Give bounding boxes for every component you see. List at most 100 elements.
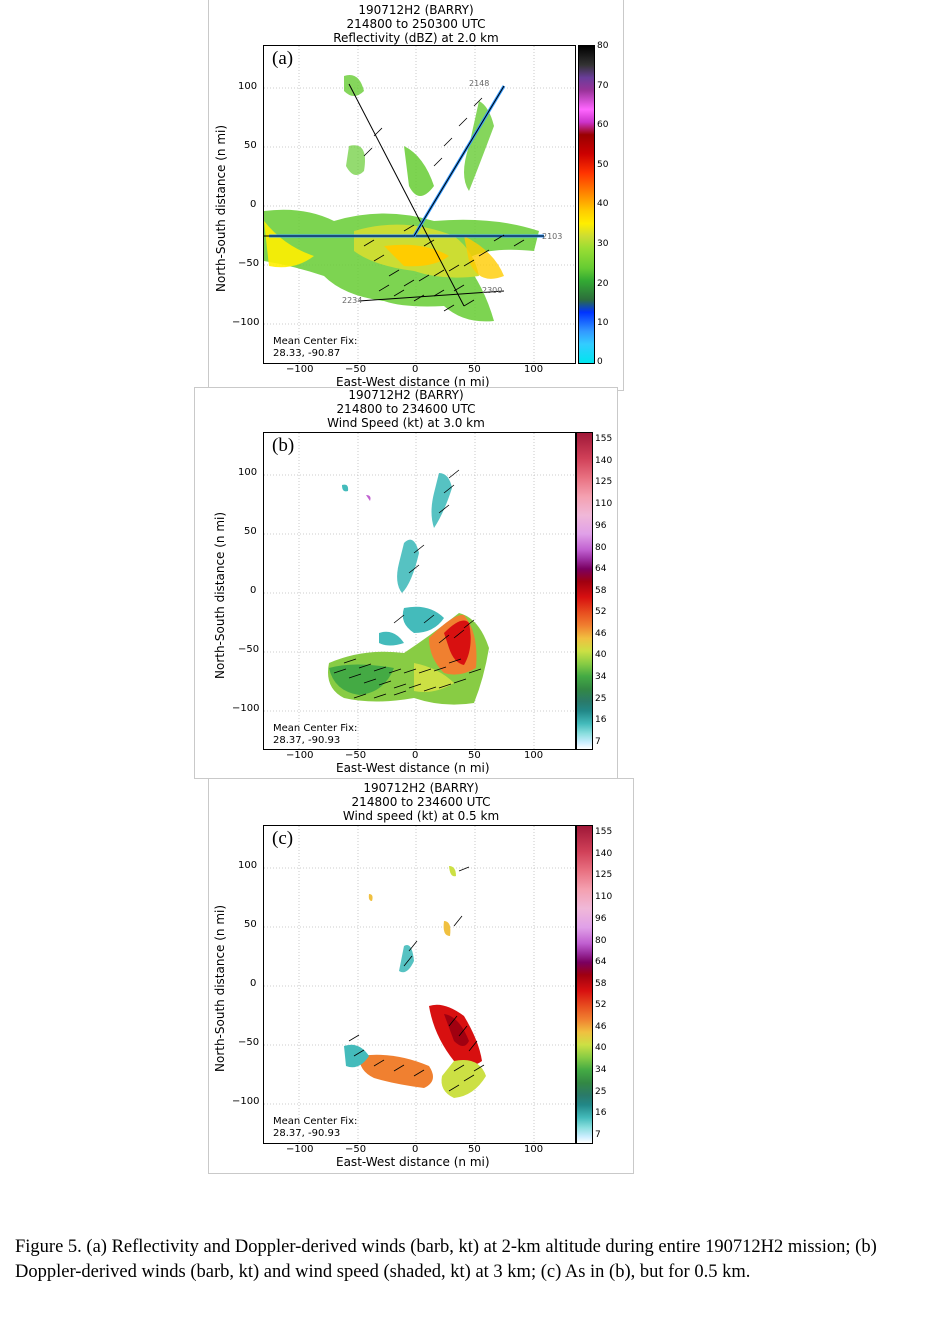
panel-b-title-3: Wind Speed (kt) at 3.0 km [327, 416, 485, 430]
panel-a-track-label: 2300 [482, 286, 503, 295]
panel-a-ylabel: North-South distance (n mi) [214, 124, 228, 292]
panel-c-colorbar-tick: 46 [595, 1022, 607, 1032]
panel-c-colorbar-tick: 25 [595, 1087, 607, 1097]
panel-a-track-label: 2103 [542, 232, 563, 241]
panel-b-xtick: 100 [524, 750, 544, 761]
panel-c-xtick: −50 [345, 1144, 367, 1155]
panel-a-ytick: −100 [232, 317, 260, 328]
panel-c-ylabel: North-South distance (n mi) [213, 904, 227, 1072]
panel-a-plot-area: (a) 2148 2103 2234 2300 Mean Center Fix:… [263, 45, 576, 364]
panel-c-colorbar-tick: 58 [595, 979, 607, 989]
panel-b-colorbar-tick: 80 [595, 543, 607, 553]
panel-b-ytick: −50 [238, 644, 260, 655]
panel-a-ytick: −50 [238, 258, 260, 269]
panel-a-ytick: 100 [238, 81, 258, 92]
panel-b-colorbar-tick: 46 [595, 629, 607, 639]
panel-a-xtick: 50 [468, 364, 481, 375]
panel-c-xtick: −100 [286, 1144, 314, 1155]
panel-c-ytick: −50 [238, 1037, 260, 1048]
panel-c-title-2: 214800 to 234600 UTC [351, 795, 491, 809]
panel-b-colorbar-tick: 155 [595, 434, 613, 444]
panel-b-xtick: 0 [412, 750, 419, 761]
panel-b-xtick: −50 [345, 750, 367, 761]
panel-c-colorbar-tick: 155 [595, 827, 613, 837]
panel-a-ytick: 50 [244, 140, 257, 151]
panel-b-colorbar-tick: 34 [595, 672, 607, 682]
panel-c-colorbar-tick: 16 [595, 1108, 607, 1118]
panel-b-center-fix-label: Mean Center Fix: [273, 723, 358, 734]
panel-b-title-2: 214800 to 234600 UTC [336, 402, 476, 416]
panel-b-colorbar-tick: 16 [595, 715, 607, 725]
panel-c-center-fix-label: Mean Center Fix: [273, 1116, 358, 1127]
panel-b-colorbar-tick: 140 [595, 456, 613, 466]
panel-a-center-fix-label: Mean Center Fix: [273, 336, 358, 347]
panel-b-colorbar-tick: 96 [595, 521, 607, 531]
panel-c-colorbar-tick: 7 [595, 1130, 601, 1140]
panel-a-xtick: 100 [524, 364, 544, 375]
panel-b-center-fix-value: 28.37, -90.93 [273, 735, 341, 746]
panel-c-ytick: 0 [250, 978, 257, 989]
panel-a-colorbar-tick: 20 [597, 279, 609, 289]
panel-c: 190712H2 (BARRY) 214800 to 234600 UTC Wi… [208, 778, 634, 1174]
panel-c-title-3: Wind speed (kt) at 0.5 km [342, 809, 500, 823]
panel-c-colorbar-tick: 64 [595, 957, 607, 967]
panel-a-colorbar-tick: 10 [597, 318, 609, 328]
panel-c-colorbar-tick: 96 [595, 914, 607, 924]
panel-c-colorbar-tick: 125 [595, 870, 613, 880]
panel-b: 190712H2 (BARRY) 214800 to 234600 UTC Wi… [194, 387, 618, 779]
panel-c-title-1: 190712H2 (BARRY) [363, 781, 479, 795]
panel-b-xtick: 50 [468, 750, 481, 761]
panel-b-ytick: 100 [238, 467, 258, 478]
panel-b-colorbar-tick: 58 [595, 586, 607, 596]
panel-b-xlabel: East-West distance (n mi) [336, 761, 490, 775]
panel-a-letter: (a) [272, 48, 294, 69]
panel-a-track-label: 2148 [469, 79, 490, 88]
panel-a-xlabel: East-West distance (n mi) [336, 375, 490, 389]
panel-c-wind-speed-field [264, 826, 575, 1143]
panel-c-colorbar-tick: 52 [595, 1000, 607, 1010]
panel-a-colorbar-tick: 70 [597, 81, 609, 91]
panel-c-xtick: 100 [524, 1144, 544, 1155]
panel-a-center-fix-value: 28.33, -90.87 [273, 348, 341, 359]
panel-a-xtick: −100 [286, 364, 314, 375]
panel-b-wind-speed-field [264, 433, 575, 749]
panel-c-xlabel: East-West distance (n mi) [336, 1155, 490, 1169]
panel-b-colorbar-tick: 64 [595, 564, 607, 574]
panel-b-ytick: 0 [250, 585, 257, 596]
figure-caption: Figure 5. (a) Reflectivity and Doppler-d… [15, 1237, 877, 1282]
panel-c-colorbar-tick: 140 [595, 849, 613, 859]
panel-a-title-3: Reflectivity (dBZ) at 2.0 km [333, 31, 499, 45]
panel-c-plot-area: (c) Mean Center Fix: 28.37, -90.93 [263, 825, 576, 1144]
panel-a-colorbar-tick: 40 [597, 199, 609, 209]
panel-a-xtick: 0 [412, 364, 419, 375]
panel-c-colorbar-tick: 80 [595, 936, 607, 946]
panel-a-colorbar-tick: 50 [597, 160, 609, 170]
panel-b-colorbar-tick: 25 [595, 694, 607, 704]
panel-c-center-fix-value: 28.37, -90.93 [273, 1128, 341, 1139]
panel-c-xtick: 50 [468, 1144, 481, 1155]
panel-b-ytick: 50 [244, 526, 257, 537]
panel-c-colorbar-tick: 110 [595, 892, 613, 902]
panel-b-colorbar-tick: 110 [595, 499, 613, 509]
panel-a-colorbar-tick: 60 [597, 120, 609, 130]
panel-a-colorbar [578, 45, 595, 364]
panel-a-reflectivity-field [264, 46, 575, 363]
panel-c-xtick: 0 [412, 1144, 419, 1155]
panel-b-title-1: 190712H2 (BARRY) [348, 388, 464, 402]
panel-c-letter: (c) [272, 828, 294, 849]
panel-a-title-2: 214800 to 250300 UTC [346, 17, 486, 31]
panel-b-xtick: −100 [286, 750, 314, 761]
panel-b-plot-area: (b) Mean Center Fix: 28.37, -90.93 [263, 432, 576, 750]
panel-b-letter: (b) [272, 435, 295, 456]
panel-b-colorbar-tick: 125 [595, 477, 613, 487]
panel-a-colorbar-tick: 0 [597, 357, 603, 367]
panel-b-colorbar-tick: 52 [595, 607, 607, 617]
panel-c-ytick: −100 [232, 1096, 260, 1107]
panel-c-ytick: 100 [238, 860, 258, 871]
panel-a-track-label: 2234 [342, 296, 363, 305]
panel-a-title-1: 190712H2 (BARRY) [358, 3, 474, 17]
panel-a: 190712H2 (BARRY) 214800 to 250300 UTC Re… [208, 0, 624, 392]
panel-c-ytick: 50 [244, 919, 257, 930]
panel-a-colorbar-tick: 30 [597, 239, 609, 249]
panel-c-colorbar-tick: 40 [595, 1043, 607, 1053]
